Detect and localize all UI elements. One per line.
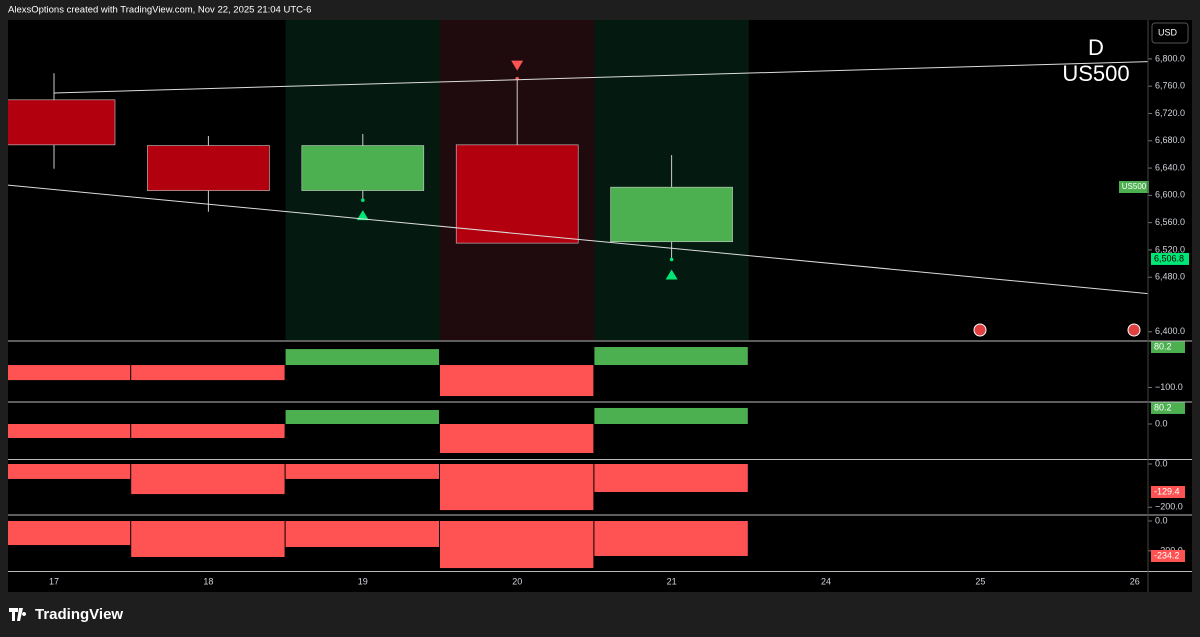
event-icon[interactable] <box>973 323 987 337</box>
logo <box>9 608 27 621</box>
y-tick-label: −200.0 <box>1155 502 1183 512</box>
histogram-bar <box>131 365 285 381</box>
x-tick-label: 26 <box>1130 576 1140 586</box>
last-value-box <box>1151 486 1185 499</box>
histogram-bar <box>8 424 131 438</box>
y-tick-label: 0.0 <box>1155 418 1168 428</box>
x-tick-label: 20 <box>512 576 522 586</box>
event-icons <box>973 323 1141 337</box>
x-tick-label: 21 <box>667 576 677 586</box>
candle-body <box>455 144 579 244</box>
last-price-label: 6,506.8 <box>1154 253 1184 263</box>
logo-icon <box>9 608 27 621</box>
last-value-box <box>1151 401 1185 414</box>
histogram-bar <box>440 424 594 453</box>
y-tick-label: 6,480.0 <box>1155 272 1185 282</box>
last-value-label: 80.2 <box>1154 402 1172 412</box>
x-tick-label: 24 <box>821 576 831 586</box>
histogram-bar <box>285 464 439 479</box>
y-tick-label: 0.0 <box>1155 515 1168 525</box>
histogram-bar <box>285 410 439 424</box>
y-tick-label: −100.0 <box>1155 382 1183 392</box>
symbol: US500 <box>1062 61 1129 86</box>
interval: D <box>1088 35 1104 60</box>
signal-dot <box>669 257 674 262</box>
signal-down <box>511 60 524 71</box>
event-icon[interactable] <box>1127 323 1141 337</box>
histogram-bar <box>131 424 285 438</box>
last-value-box <box>1151 341 1185 354</box>
last-price-box <box>1151 252 1189 265</box>
histogram-bar <box>285 349 439 366</box>
y-tick-label: 6,400.0 <box>1155 326 1185 336</box>
x-tick-label: 18 <box>203 576 213 586</box>
x-tick-label: 25 <box>975 576 985 586</box>
candle-body <box>301 145 425 191</box>
histogram-bar <box>440 521 594 569</box>
histogram-bar <box>131 464 285 495</box>
last-value-label: -234.2 <box>1154 550 1180 560</box>
y-tick-label: 6,680.0 <box>1155 135 1185 145</box>
histogram-bar <box>594 464 748 493</box>
histogram-bar <box>594 407 748 424</box>
y-tick-label: 6,640.0 <box>1155 162 1185 172</box>
y-tick-label: 6,800.0 <box>1155 53 1185 63</box>
currency-box[interactable] <box>1151 22 1189 44</box>
symbol-tag: US500 <box>1122 182 1147 191</box>
candle-body <box>610 186 733 243</box>
plot-area <box>8 20 1148 569</box>
histogram-bar <box>440 365 594 397</box>
histogram-bar <box>594 521 748 556</box>
x-tick-label: 17 <box>49 576 59 586</box>
histogram-bar <box>8 521 131 546</box>
y-tick-label: 6,520.0 <box>1155 244 1185 254</box>
histogram-bar <box>594 347 748 366</box>
x-tick-label: 19 <box>358 576 368 586</box>
currency: USD <box>1158 27 1178 37</box>
y-tick-label: 6,600.0 <box>1155 190 1185 200</box>
histogram-bar <box>285 521 439 547</box>
y-tick-label: 0.0 <box>1155 458 1168 468</box>
signal-dot <box>361 198 365 202</box>
y-tick-label: 6,760.0 <box>1155 81 1185 91</box>
histogram-bar <box>8 464 131 479</box>
last-value-box <box>1151 549 1185 562</box>
trend-line <box>8 184 1148 295</box>
signal-up <box>356 210 369 221</box>
trend-line <box>53 61 1148 94</box>
histogram-bar <box>8 365 131 381</box>
y-tick-label: 6,720.0 <box>1155 108 1185 118</box>
last-value-label: 80.2 <box>1154 341 1172 351</box>
candle-body <box>8 99 116 146</box>
histogram-bar <box>131 521 285 558</box>
signal-up <box>665 269 678 280</box>
last-value-label: -129.4 <box>1154 486 1180 496</box>
symbol-tag-box <box>1119 181 1149 193</box>
brand: TradingView <box>35 606 123 623</box>
header-text: AlexsOptions created with TradingView.co… <box>8 5 311 16</box>
candle-body <box>147 145 270 191</box>
y-tick-label: 6,560.0 <box>1155 217 1185 227</box>
histogram-bar <box>440 464 594 511</box>
